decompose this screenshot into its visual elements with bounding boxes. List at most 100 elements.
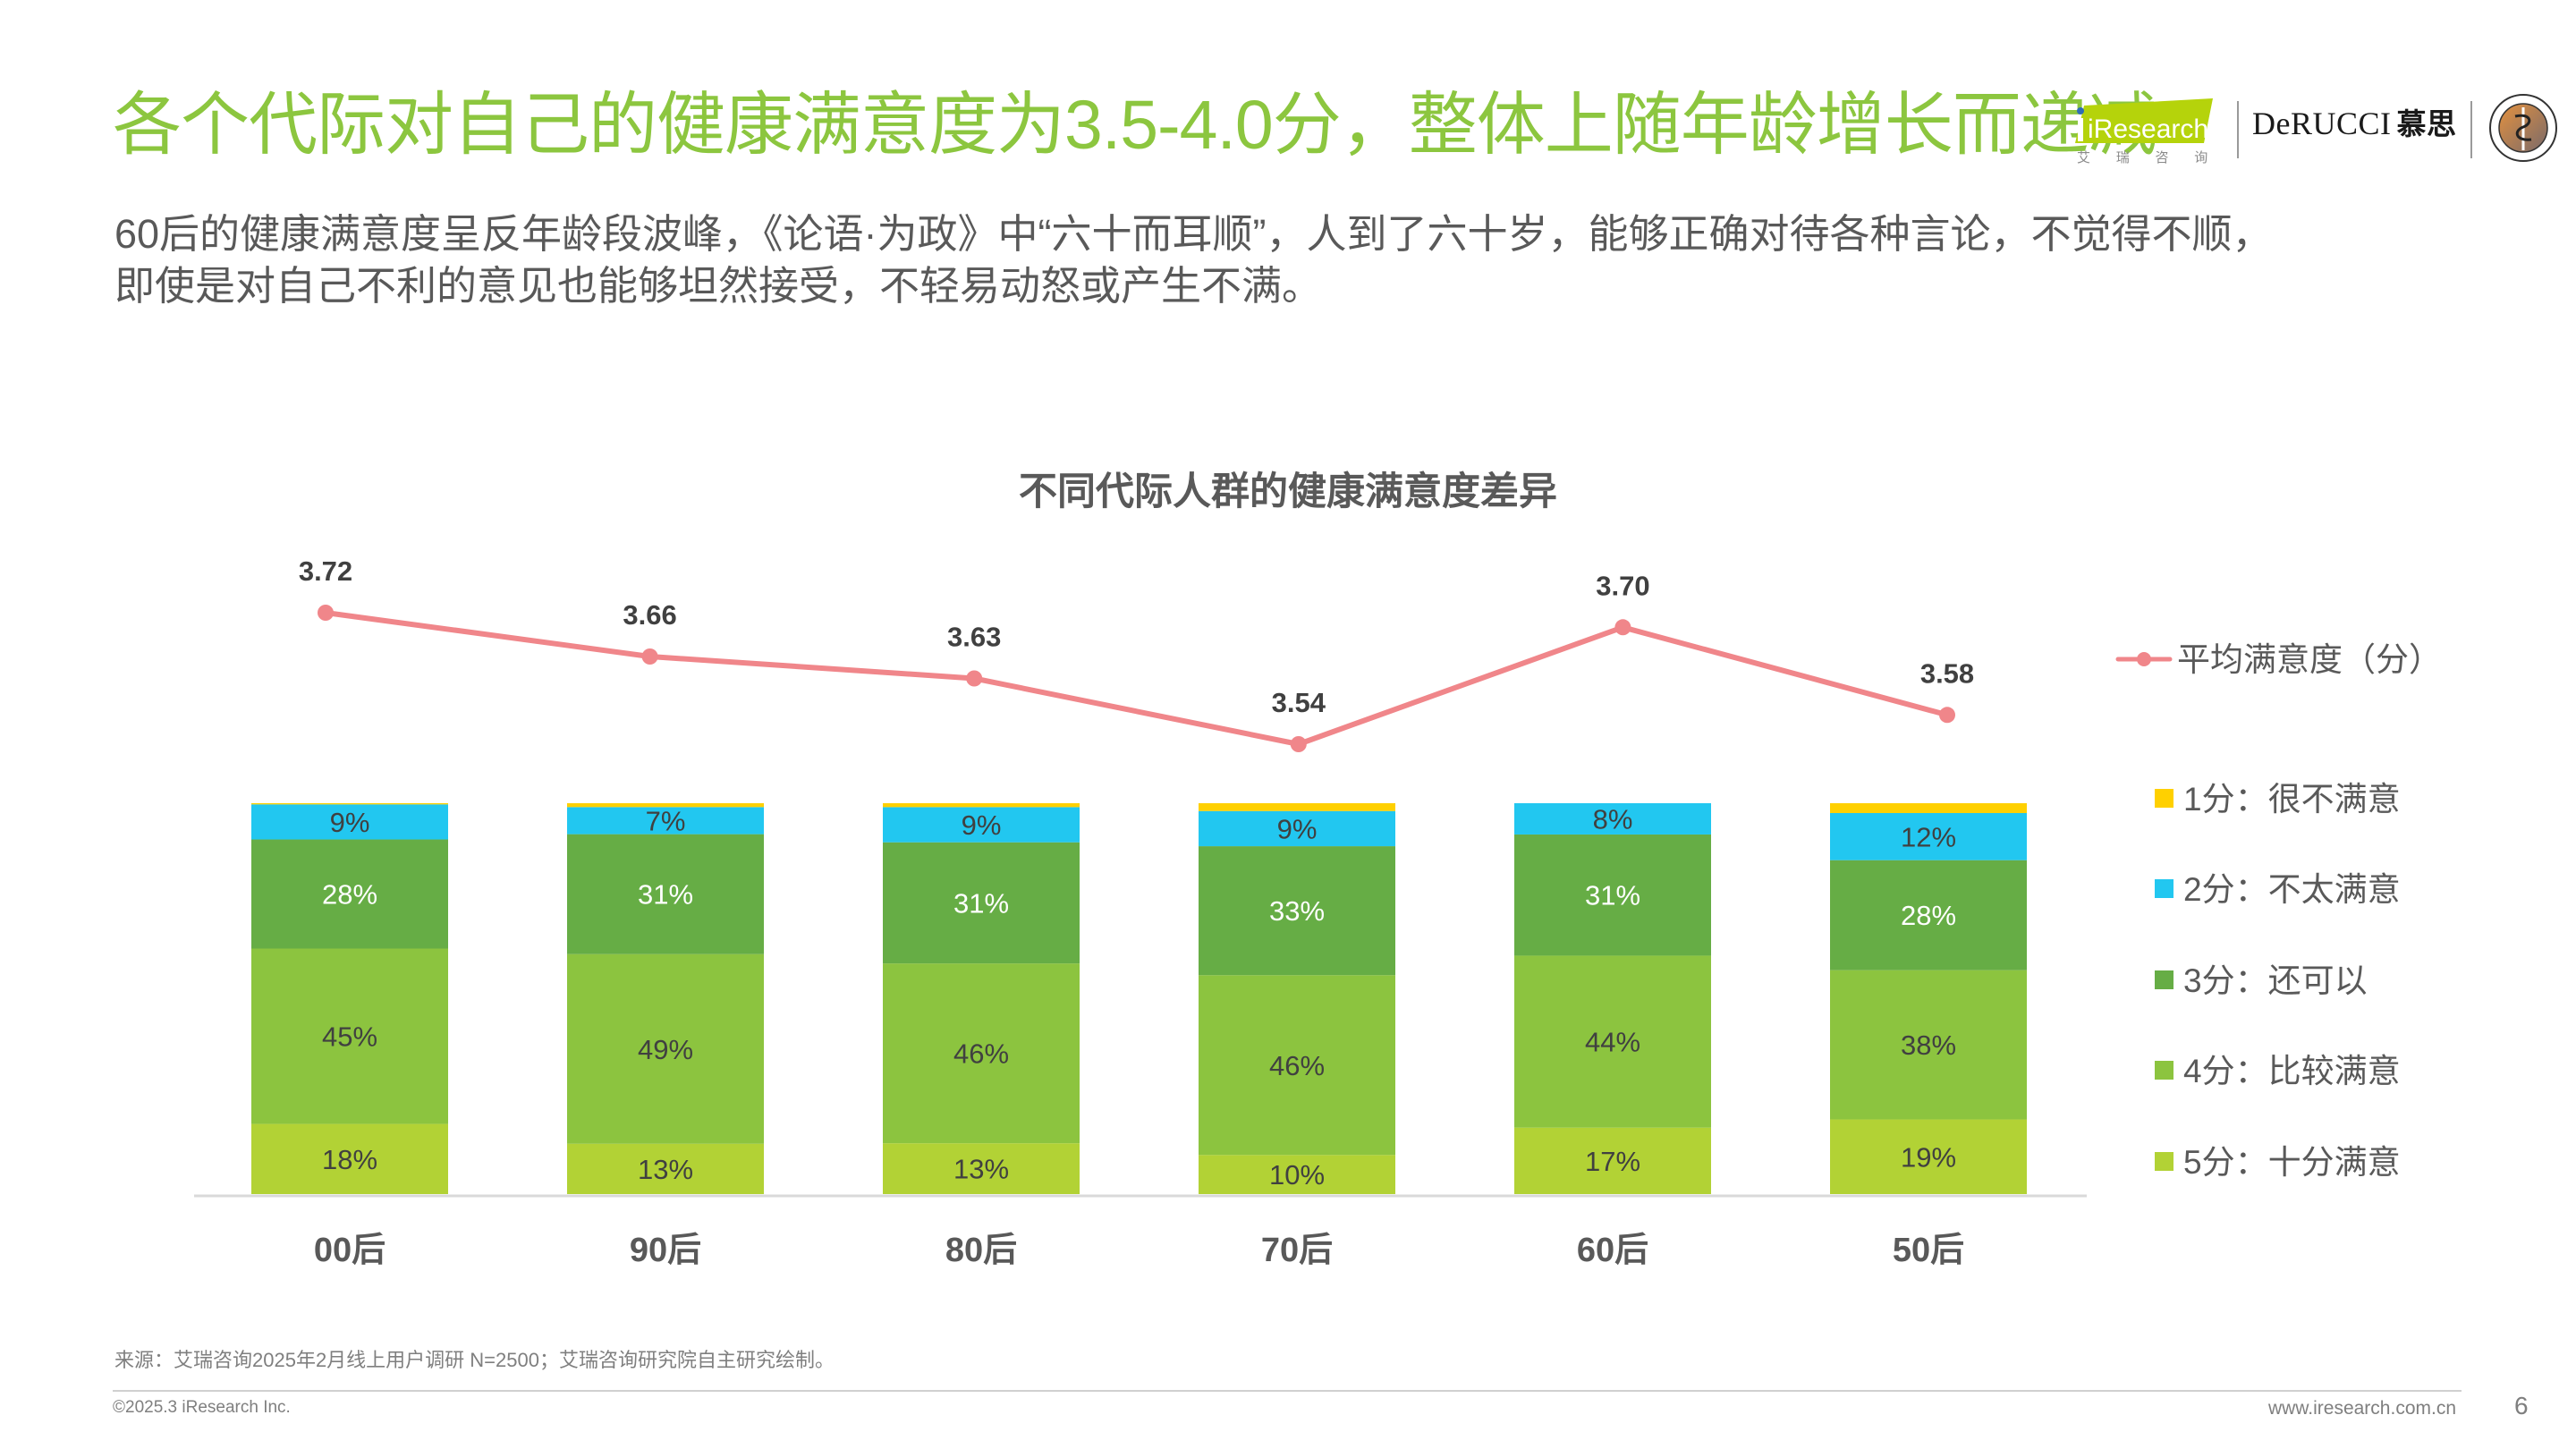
- bar-data-label: 31%: [638, 879, 693, 911]
- bar-data-label: 17%: [1585, 1146, 1640, 1177]
- subtitle-line: 60后的健康满意度呈反年龄段波峰，《论语·为政》中“六十而耳顺”，人到了六十岁，…: [114, 211, 2273, 257]
- legend-item: 5分：十分满意: [2155, 1144, 2401, 1181]
- legend-item: 平均满意度（分）: [2115, 641, 2442, 678]
- bar-segment: [251, 804, 448, 840]
- bar-stack: 19% 38% 28% 12%: [1830, 803, 2027, 1194]
- iresearch-logo-text: iResearch: [2088, 114, 2208, 144]
- bar-segment: [1514, 955, 1711, 1128]
- bar-data-label: 7%: [646, 805, 686, 836]
- x-tick-label: 00后: [314, 1232, 386, 1269]
- legend-swatch-icon: [2155, 970, 2174, 989]
- bars-layer: 18% 45% 28% 9% 13% 49% 31% 7% 13% 46% 31% 9% 10% 46% 3…: [251, 803, 2027, 1194]
- average-point: [1290, 736, 1307, 752]
- legend-label: 2分：不太满意: [2183, 871, 2401, 908]
- x-tick-label: 70后: [1261, 1232, 1333, 1269]
- bar-data-label: 13%: [953, 1154, 1009, 1185]
- bar-data-label: 49%: [638, 1034, 693, 1065]
- legend-marker-icon: [2137, 652, 2151, 666]
- logo-separator: [2470, 101, 2472, 158]
- bar-data-label: 44%: [1585, 1027, 1640, 1058]
- bar-data-label: 10%: [1269, 1159, 1325, 1191]
- bar-data-label: 28%: [1901, 900, 1956, 931]
- bar-data-label: 33%: [1269, 895, 1325, 927]
- bar-segment: [883, 1143, 1080, 1194]
- legend-swatch-icon: [2155, 789, 2174, 808]
- legend-swatch-icon: [2155, 1061, 2174, 1080]
- page-number: 6: [2514, 1392, 2529, 1419]
- average-line: [325, 610, 1948, 747]
- legend: 平均满意度（分） 1分：很不满意 2分：不太满意 3分：还可以 4分：比较满意 5分：十分…: [2115, 641, 2442, 1181]
- bar-data-label: 45%: [322, 1021, 377, 1053]
- bar-data-label: 46%: [1269, 1050, 1325, 1081]
- bar-segment: [251, 948, 448, 1124]
- copyright: ©2025.3 iResearch Inc.: [113, 1398, 291, 1417]
- average-point: [1614, 619, 1631, 636]
- page-title: 各个代际对自己的健康满意度为3.5-4.0分，整体上随年龄增长而递减: [113, 87, 2157, 164]
- derucci-logo-text: DeRUCCI: [2252, 106, 2392, 141]
- bar-data-label: 9%: [962, 809, 1002, 841]
- bar-data-label: 9%: [330, 807, 370, 838]
- bar-segment: [567, 803, 764, 808]
- average-point: [318, 605, 334, 621]
- bar-segment: [1199, 846, 1395, 976]
- bar-segment: [1830, 970, 2027, 1120]
- bar-data-label: 46%: [953, 1038, 1009, 1070]
- bar-data-label: 12%: [1901, 821, 1956, 852]
- average-data-label: 3.58: [1920, 657, 1974, 689]
- legend-swatch-icon: [2155, 1152, 2174, 1171]
- legend-item: 1分：很不满意: [2155, 781, 2401, 818]
- average-point: [1939, 707, 1955, 724]
- average-data-label: 3.54: [1272, 687, 1326, 718]
- average-data-label: 3.63: [947, 622, 1001, 653]
- bar-segment: [1830, 860, 2027, 970]
- bar-stack: 13% 49% 31% 7%: [567, 803, 764, 1194]
- legend-label: 平均满意度（分）: [2177, 641, 2442, 678]
- legend-swatch-icon: [2155, 879, 2174, 898]
- bar-data-label: 19%: [1901, 1141, 1956, 1173]
- x-tick-label: 60后: [1577, 1232, 1648, 1269]
- bar-data-label: 31%: [1585, 880, 1640, 911]
- average-data-label: 3.72: [299, 555, 352, 587]
- legend-label: 4分：比较满意: [2183, 1053, 2401, 1089]
- bar-segment: [883, 963, 1080, 1144]
- x-tick-label: 50后: [1893, 1232, 1964, 1269]
- legend-item: 3分：还可以: [2155, 962, 2368, 999]
- footer-divider: [113, 1390, 2462, 1392]
- bar-segment: [567, 1143, 764, 1194]
- bar-segment: [1199, 810, 1395, 847]
- bar-segment: [1199, 803, 1395, 811]
- legend-item: 2分：不太满意: [2155, 871, 2401, 908]
- bar-segment: [567, 953, 764, 1144]
- website-link[interactable]: www.iresearch.com.cn: [2267, 1398, 2456, 1419]
- chart-title: 不同代际人群的健康满意度差异: [1019, 470, 1557, 513]
- average-point: [641, 648, 658, 665]
- average-point: [966, 670, 983, 687]
- logo-separator: [2237, 101, 2239, 158]
- average-data-label: 3.70: [1596, 570, 1649, 601]
- bar-segment: [567, 834, 764, 954]
- iresearch-logo-i: [2078, 118, 2083, 141]
- average-line-layer: 3.72 3.66 3.63 3.54 3.70 3.58: [299, 555, 1974, 752]
- bar-data-label: 8%: [1593, 803, 1633, 835]
- bar-data-label: 9%: [1277, 813, 1318, 844]
- bar-segment: [567, 807, 764, 835]
- derucci-logo: DeRUCCI 慕思: [2252, 104, 2457, 144]
- bar-data-label: 13%: [638, 1154, 693, 1185]
- iresearch-logo-dot: [2077, 107, 2084, 114]
- bar-stack: 10% 46% 33% 9%: [1199, 803, 1395, 1194]
- bar-segment: [1199, 1155, 1395, 1194]
- bar-data-label: 18%: [322, 1144, 377, 1175]
- bar-segment: [251, 1123, 448, 1194]
- bar-stack: 18% 45% 28% 9%: [251, 803, 448, 1194]
- bar-data-label: 28%: [322, 879, 377, 911]
- legend-label: 3分：还可以: [2183, 962, 2368, 999]
- bar-segment: [883, 807, 1080, 843]
- bar-data-label: 31%: [953, 887, 1009, 919]
- bar-segment: [1514, 834, 1711, 956]
- x-tick-label: 80后: [945, 1232, 1017, 1269]
- bar-stack: 13% 46% 31% 9%: [883, 803, 1080, 1194]
- iresearch-logo-banner: [2075, 98, 2213, 143]
- bar-segment: [251, 803, 448, 805]
- bar-segment: [883, 842, 1080, 964]
